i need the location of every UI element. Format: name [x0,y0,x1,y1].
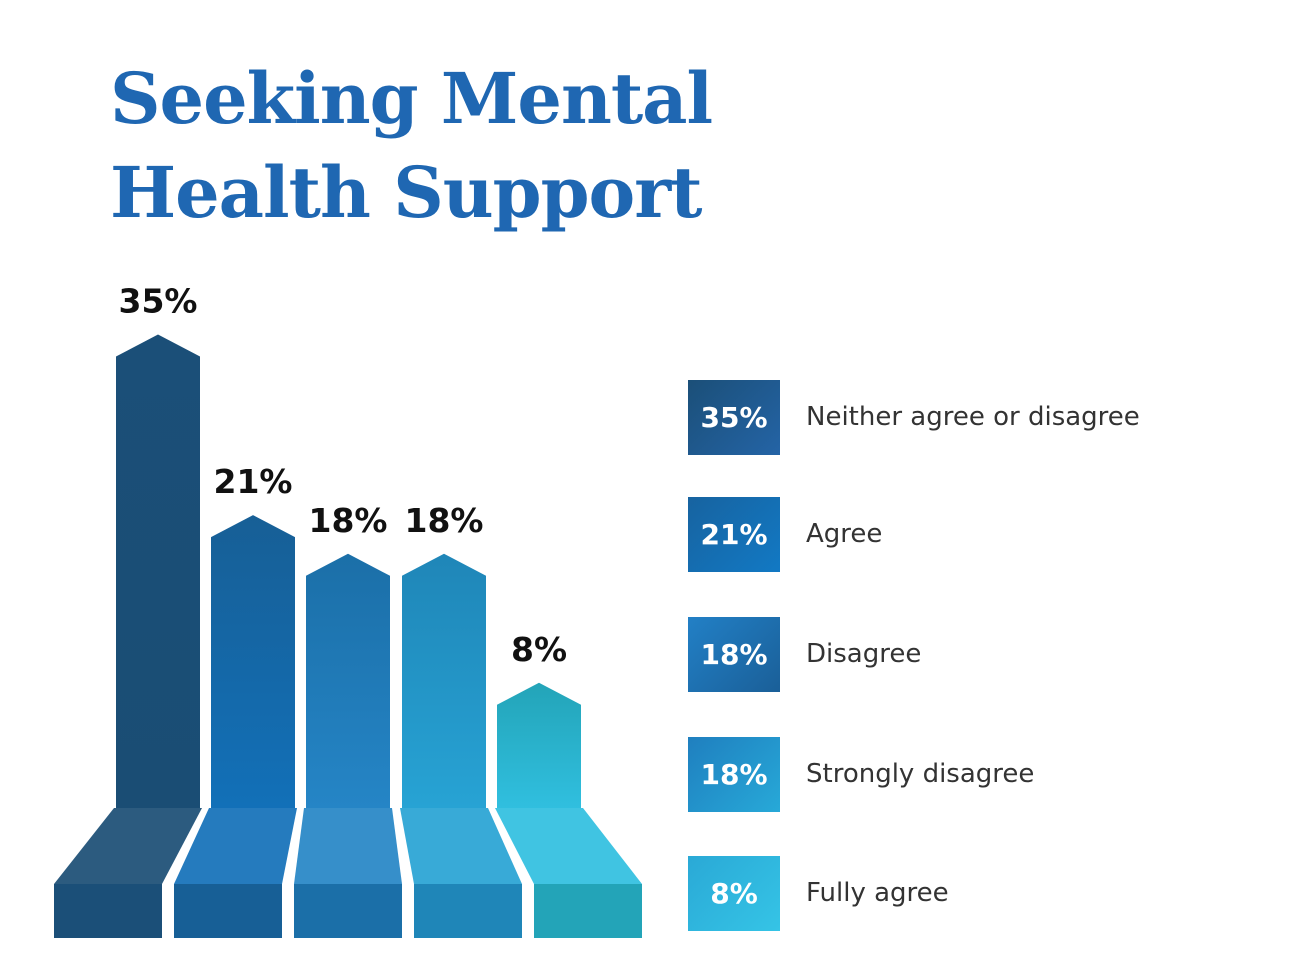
legend-swatch-fully-agree: 8% [688,856,780,931]
base-layer [54,808,642,938]
legend-swatch-neither: 35% [688,380,780,455]
bars-layer [116,334,581,808]
base-front-neither [54,884,162,938]
bar-agree [211,515,295,808]
base-front-disagree [294,884,402,938]
legend-label-strongly-disagree: Strongly disagree [806,759,1035,789]
base-front-strongly-disagree [414,884,522,938]
base-top-strongly-disagree [400,808,522,884]
legend-swatch-disagree: 18% [688,617,780,692]
value-label-strongly-disagree: 18% [405,501,484,540]
base-front-agree [174,884,282,938]
legend-item-neither: 35% Neither agree or disagree [688,380,1248,455]
legend-item-disagree: 18% Disagree [688,617,1248,692]
value-label-neither: 35% [119,282,198,321]
value-label-disagree: 18% [309,501,388,540]
legend-label-neither: Neither agree or disagree [806,402,1140,432]
legend-value-neither: 35% [700,401,768,434]
bar-chart: 35% 21% 18% 18% 8% [54,282,642,938]
base-top-agree [174,808,297,884]
value-labels-layer: 35% 21% 18% 18% 8% [119,282,568,669]
base-front-fully-agree [534,884,642,938]
value-label-agree: 21% [214,462,293,501]
chart-title: Seeking Mental Health Support [110,52,713,240]
chart-title-line-2: Health Support [110,151,702,234]
chart-title-line-1: Seeking Mental [110,57,713,140]
legend-value-strongly-disagree: 18% [700,758,768,791]
legend-value-agree: 21% [700,518,768,551]
bar-fully-agree [497,682,581,808]
legend-value-fully-agree: 8% [710,877,758,910]
legend-value-disagree: 18% [700,638,768,671]
legend-swatch-agree: 21% [688,497,780,572]
legend-item-strongly-disagree: 18% Strongly disagree [688,737,1248,812]
base-top-fully-agree [495,808,642,884]
legend-item-fully-agree: 8% Fully agree [688,856,1248,931]
base-top-disagree [294,808,402,884]
value-label-fully-agree: 8% [511,630,567,669]
legend-label-disagree: Disagree [806,639,922,669]
legend-label-agree: Agree [806,519,883,549]
bar-neither [116,334,200,808]
legend-label-fully-agree: Fully agree [806,878,949,908]
bar-disagree [306,553,390,808]
legend-swatch-strongly-disagree: 18% [688,737,780,812]
base-top-neither [54,808,202,884]
bar-strongly-disagree [402,553,486,808]
legend-item-agree: 21% Agree [688,497,1248,572]
